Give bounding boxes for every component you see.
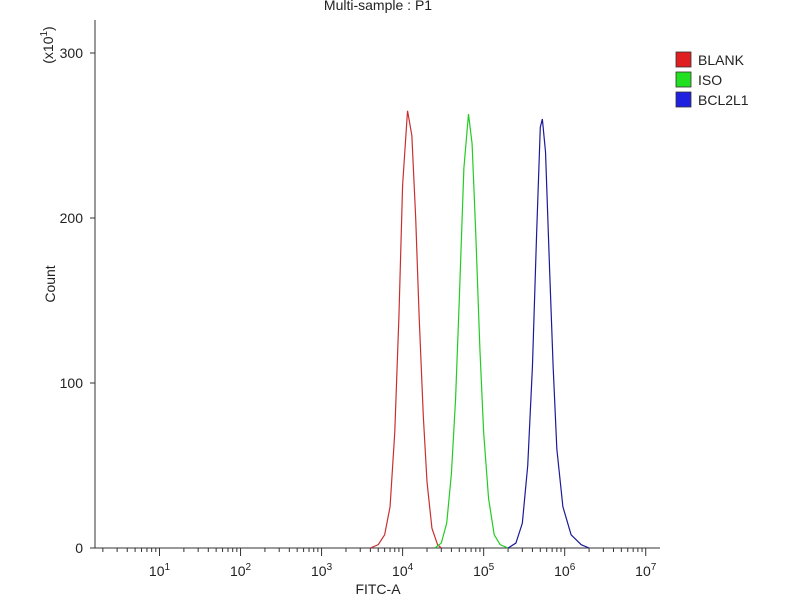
y-tick-label: 200 — [60, 210, 84, 226]
x-tick-base: 10 — [392, 563, 408, 579]
x-tick-label: 101 — [149, 562, 171, 579]
legend-label: BCL2L1 — [698, 92, 749, 108]
x-tick-label: 106 — [554, 562, 576, 579]
y-multiplier: (x101) — [39, 26, 56, 63]
x-tick-label: 102 — [230, 562, 252, 579]
x-tick-base: 10 — [473, 563, 489, 579]
legend-label: ISO — [698, 72, 722, 88]
y-tick-label: 0 — [75, 540, 83, 556]
x-tick-base: 10 — [149, 563, 165, 579]
x-tick-exponent: 6 — [570, 562, 576, 573]
x-tick-exponent: 1 — [165, 562, 171, 573]
x-tick-exponent: 7 — [651, 562, 657, 573]
x-tick-base: 10 — [554, 563, 570, 579]
x-tick-label: 104 — [392, 562, 414, 579]
y-axis-label: Count — [42, 265, 58, 302]
histogram-line — [507, 118, 590, 549]
legend-swatch — [675, 71, 692, 88]
legend-label: BLANK — [698, 52, 745, 68]
x-tick-label: 105 — [473, 562, 495, 579]
multiplier-suffix: ) — [40, 26, 56, 31]
x-tick-base: 10 — [635, 563, 651, 579]
y-tick-label: 100 — [60, 375, 84, 391]
x-tick-exponent: 5 — [489, 562, 495, 573]
x-tick-label: 103 — [311, 562, 333, 579]
y-tick-label: 300 — [60, 45, 84, 61]
x-tick-label: 107 — [635, 562, 657, 579]
histogram-line — [370, 110, 442, 549]
x-tick-exponent: 2 — [246, 562, 252, 573]
histogram-line — [434, 113, 509, 549]
x-tick-exponent: 4 — [408, 562, 414, 573]
x-tick-base: 10 — [230, 563, 246, 579]
legend-swatch — [675, 91, 692, 108]
x-tick-exponent: 3 — [327, 562, 333, 573]
x-axis-label: FITC-A — [355, 581, 401, 597]
legend-swatch — [675, 51, 692, 68]
x-tick-base: 10 — [311, 563, 327, 579]
multiplier-exponent: 1 — [39, 31, 50, 37]
chart-title: Multi-sample : P1 — [324, 0, 432, 13]
multiplier-prefix: (x10 — [40, 36, 56, 63]
